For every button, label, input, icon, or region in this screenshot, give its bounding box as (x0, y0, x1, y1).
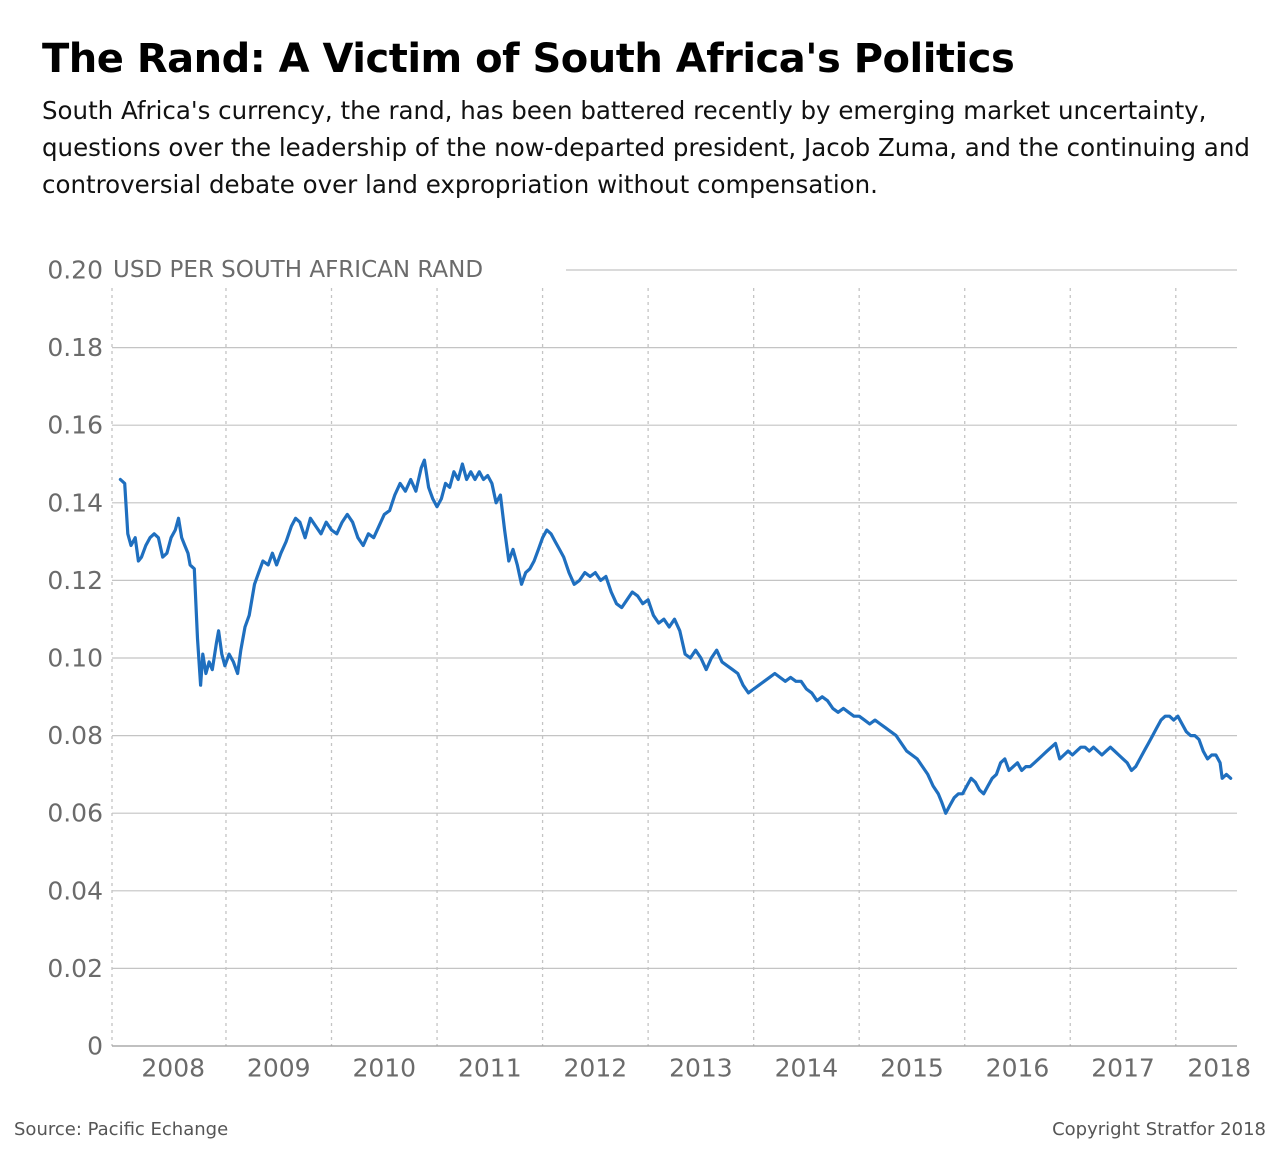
y-axis-ticks: 0 0.02 0.04 0.06 0.08 0.10 0.12 0.14 0.16 0.18 0.2… (47, 256, 483, 1061)
line-chart: 0 0.02 0.04 0.06 0.08 0.10 0.12 0.14 0.16 0.18 0.2… (47, 256, 1251, 1083)
x-tick-label: 2017 (1091, 1054, 1155, 1083)
y-tick-label: 0.04 (47, 876, 103, 905)
y-tick-label: 0.16 (47, 411, 103, 440)
source-note: Source: Pacific Echange (14, 1119, 229, 1140)
y-tick-label: 0 (87, 1032, 103, 1061)
y-axis-label: USD PER SOUTH AFRICAN RAND (113, 257, 483, 283)
y-tick-label: 0.12 (47, 566, 103, 595)
y-tick-label: 0.18 (47, 333, 103, 362)
y-tick-label: 0.08 (47, 721, 103, 750)
x-tick-label: 2009 (247, 1054, 311, 1083)
x-tick-label: 2012 (564, 1054, 628, 1083)
y-tick-label: 0.20 (47, 256, 103, 285)
x-tick-label: 2018 (1187, 1054, 1251, 1083)
x-tick-label: 2014 (775, 1054, 839, 1083)
x-tick-label: 2008 (141, 1054, 205, 1083)
y-tick-label: 0.14 (47, 488, 103, 517)
x-tick-label: 2010 (352, 1054, 416, 1083)
series-line (118, 458, 1233, 815)
horizontal-gridlines (112, 269, 1237, 1047)
x-axis-ticks: 2008 2009 2010 2011 2012 2013 2014 2015 2016 2017… (141, 1054, 1251, 1083)
x-tick-label: 2013 (669, 1054, 733, 1083)
copyright-note: Copyright Stratfor 2018 (1052, 1119, 1266, 1140)
chart-title: The Rand: A Victim of South Africa's Pol… (42, 36, 1015, 82)
y-tick-label: 0.06 (47, 799, 103, 828)
x-tick-label: 2016 (986, 1054, 1050, 1083)
y-tick-label: 0.02 (47, 954, 103, 983)
y-tick-label: 0.10 (47, 644, 103, 673)
chart-subtitle: South Africa's currency, the rand, has b… (42, 96, 1250, 199)
x-tick-label: 2011 (458, 1054, 522, 1083)
x-tick-label: 2015 (880, 1054, 944, 1083)
vertical-gridlines (111, 288, 1177, 1046)
